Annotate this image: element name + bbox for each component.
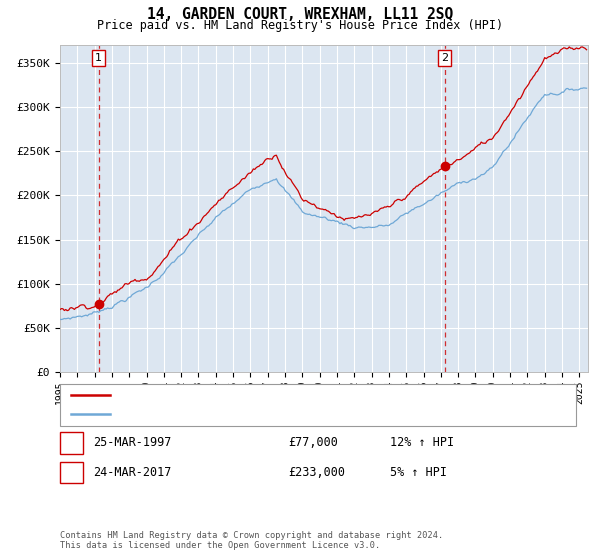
Text: 2: 2 (68, 466, 75, 479)
Text: 5% ↑ HPI: 5% ↑ HPI (390, 466, 447, 479)
Text: Price paid vs. HM Land Registry's House Price Index (HPI): Price paid vs. HM Land Registry's House … (97, 19, 503, 32)
Text: 1: 1 (68, 436, 75, 450)
Text: £77,000: £77,000 (288, 436, 338, 450)
Text: 25-MAR-1997: 25-MAR-1997 (94, 436, 172, 450)
Text: Contains HM Land Registry data © Crown copyright and database right 2024.
This d: Contains HM Land Registry data © Crown c… (60, 530, 443, 550)
Text: HPI: Average price, detached house, Wrexham: HPI: Average price, detached house, Wrex… (119, 409, 388, 419)
Text: 24-MAR-2017: 24-MAR-2017 (94, 466, 172, 479)
Text: £233,000: £233,000 (288, 466, 345, 479)
Text: 1: 1 (95, 53, 102, 63)
Text: 14, GARDEN COURT, WREXHAM, LL11 2SQ: 14, GARDEN COURT, WREXHAM, LL11 2SQ (147, 7, 453, 22)
Text: 2: 2 (441, 53, 448, 63)
Text: 14, GARDEN COURT, WREXHAM, LL11 2SQ (detached house): 14, GARDEN COURT, WREXHAM, LL11 2SQ (det… (119, 390, 444, 400)
Text: 12% ↑ HPI: 12% ↑ HPI (390, 436, 454, 450)
